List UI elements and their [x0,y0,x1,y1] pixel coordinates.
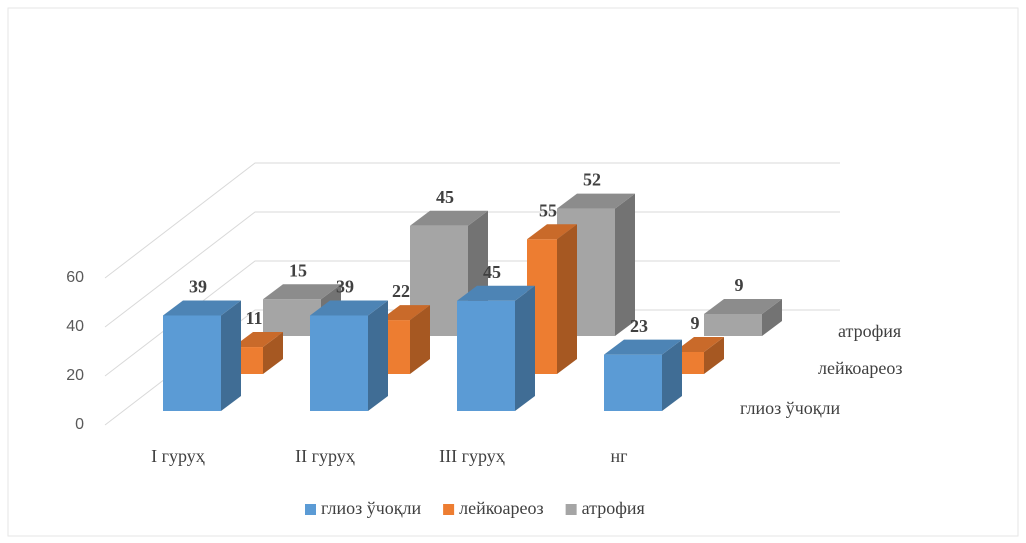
legend-swatch [443,504,455,515]
value-label: 15 [289,260,307,280]
value-label: 52 [583,170,601,190]
bar-side [221,300,241,411]
legend-swatch [305,504,316,515]
bar-top [674,336,724,352]
bar-front [457,300,515,411]
bar-top [233,332,283,348]
bar [163,300,241,411]
bar-side [704,336,724,374]
value-label: 45 [436,187,454,207]
bar-front [163,315,221,411]
bar [457,285,535,411]
bar-side [615,193,635,336]
depth-label: глиоз ўчоқли [740,398,840,418]
bar-top [457,285,535,301]
bar-top [704,298,782,314]
grid-line [104,260,840,377]
bar-front [604,354,662,411]
bar-side [515,285,535,411]
legend-swatch [565,504,577,515]
bar-side [662,339,682,411]
bar-top [263,284,341,300]
bar-top [163,300,241,316]
value-label: 39 [189,277,207,297]
value-label: 11 [245,308,262,328]
bar-top [557,193,635,209]
bar-top [310,300,388,316]
depth-label: лейкоареоз [818,358,903,378]
value-label: 23 [630,316,648,336]
bar [704,298,782,336]
bar-top [604,339,682,355]
x-tick-label: I гуруҳ [151,446,205,466]
bar-front [310,315,368,411]
bar [604,339,682,411]
grid-line [104,309,840,426]
grid-line [104,162,840,279]
bar-top [527,224,577,240]
x-tick-label: II гуруҳ [295,446,355,466]
grid-line [104,211,840,328]
bar-side [762,298,782,336]
value-label: 55 [539,200,557,220]
value-label: 39 [336,277,354,297]
chart-frame [7,7,1019,537]
x-tick-label: III гуруҳ [439,446,505,466]
depth-label: атрофия [838,321,901,341]
bar-side [263,332,283,374]
y-tick-label: 60 [66,269,84,286]
value-label: 45 [483,262,501,282]
legend-label: атрофия [582,498,645,518]
value-label: 9 [691,313,700,333]
bar-side [557,224,577,374]
bar-side [368,300,388,411]
y-tick-label: 40 [66,318,84,335]
bar-front [704,313,762,336]
legend: глиоз ўчоқли лейкоареоз атрофия [305,498,645,518]
bar-side [410,305,430,374]
bar-top [380,305,430,321]
y-tick-label: 0 [75,416,84,433]
legend-label: глиоз ўчоқли [321,498,421,518]
legend-label: лейкоареоз [459,498,544,518]
value-label: 22 [392,281,410,301]
x-tick-label: нг [610,446,627,466]
y-tick-label: 20 [66,367,84,384]
value-label: 9 [735,275,744,295]
bar [310,300,388,411]
bar-top [410,210,488,226]
